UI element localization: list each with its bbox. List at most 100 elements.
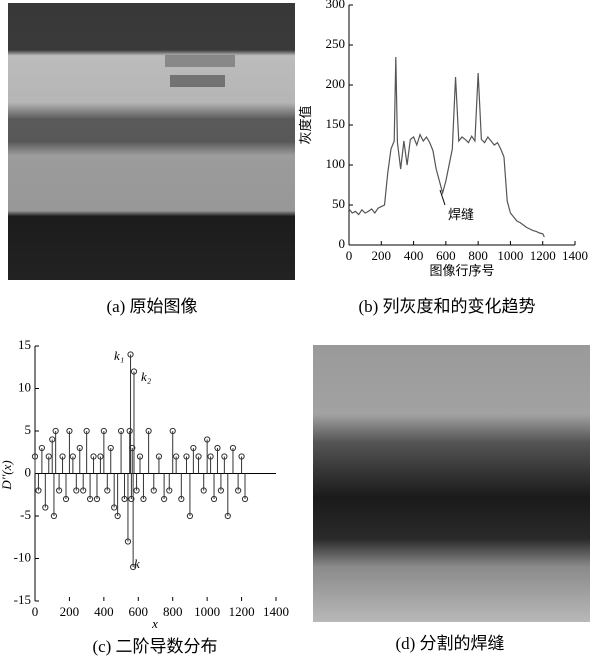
y-tick-label: 250 bbox=[326, 36, 346, 51]
x-tick-label: 400 bbox=[404, 248, 424, 263]
caption: (a) 原始图像 bbox=[106, 297, 197, 316]
stem-marker bbox=[93, 495, 101, 503]
stem-marker bbox=[73, 487, 80, 494]
y-tick-label: 0 bbox=[25, 464, 32, 479]
y-tick-label: 50 bbox=[332, 196, 345, 211]
stem-marker bbox=[145, 427, 152, 435]
stem-marker bbox=[69, 453, 76, 460]
x-tick-label: 200 bbox=[60, 604, 80, 619]
stem-marker bbox=[195, 453, 202, 460]
stem-marker bbox=[126, 427, 133, 435]
stem-marker bbox=[214, 444, 221, 452]
y-label: 灰度值 bbox=[298, 105, 313, 144]
stem-marker bbox=[35, 487, 42, 494]
x-tick-label: 1200 bbox=[530, 248, 556, 263]
stem-marker bbox=[90, 453, 97, 460]
stem-marker bbox=[229, 444, 237, 452]
stem-marker bbox=[129, 444, 136, 452]
stem-marker bbox=[97, 453, 104, 460]
caption: (c) 二阶导数分布 bbox=[92, 637, 217, 656]
y-tick-label: -15 bbox=[14, 592, 31, 607]
stem-marker bbox=[38, 444, 45, 452]
x-tick-label: 400 bbox=[94, 604, 114, 619]
stem-marker bbox=[190, 444, 197, 452]
stem-marker bbox=[235, 487, 242, 494]
stem-marker bbox=[107, 444, 114, 452]
x-tick-label: 600 bbox=[436, 248, 456, 263]
stem-marker bbox=[50, 512, 58, 520]
stem-marker bbox=[210, 495, 218, 503]
stem-marker bbox=[166, 487, 173, 494]
caption: (d) 分割的焊缝 bbox=[395, 634, 504, 653]
stem-marker bbox=[133, 487, 140, 494]
y-tick-label: 0 bbox=[339, 236, 346, 251]
stem-marker bbox=[80, 487, 87, 494]
stem-marker bbox=[140, 495, 147, 503]
x-tick-label: 0 bbox=[32, 604, 39, 619]
y-tick-label: -5 bbox=[20, 507, 31, 522]
y-tick-label: 15 bbox=[18, 337, 31, 352]
stem-marker bbox=[76, 444, 83, 452]
stem-marker bbox=[207, 453, 214, 460]
stem-marker bbox=[66, 427, 73, 435]
annotation: k₁ bbox=[114, 348, 124, 363]
y-label: D''(x) bbox=[0, 460, 14, 490]
original-image bbox=[8, 3, 295, 280]
stem-marker bbox=[117, 427, 125, 435]
stem-marker bbox=[56, 487, 63, 494]
annotation: 焊缝 bbox=[448, 207, 474, 222]
y-tick-label: -10 bbox=[14, 549, 31, 564]
annotation: k₂ bbox=[141, 369, 152, 384]
x-tick-label: 1400 bbox=[562, 248, 588, 263]
stem-marker bbox=[224, 512, 231, 520]
stem-marker bbox=[124, 538, 132, 545]
stem-marker bbox=[49, 436, 56, 443]
x-tick-label: 800 bbox=[163, 604, 183, 619]
x-label: x bbox=[151, 616, 158, 631]
stem-marker bbox=[169, 427, 176, 435]
x-tick-label: 1000 bbox=[497, 248, 523, 263]
annotation: k bbox=[134, 556, 140, 571]
y-tick-label: 10 bbox=[18, 379, 31, 394]
x-tick-label: 800 bbox=[468, 248, 488, 263]
stem-marker bbox=[121, 495, 128, 503]
y-tick-label: 300 bbox=[326, 0, 346, 11]
stem-marker bbox=[62, 495, 70, 503]
stem-marker bbox=[31, 453, 39, 460]
x-tick-label: 200 bbox=[372, 248, 392, 263]
x-tick-label: 600 bbox=[129, 604, 149, 619]
caption: (b) 列灰度和的变化趋势 bbox=[358, 297, 535, 316]
stem-marker bbox=[127, 351, 134, 358]
stem-marker bbox=[128, 495, 135, 503]
stem-marker bbox=[100, 427, 107, 435]
y-tick-label: 150 bbox=[326, 116, 346, 131]
stem-marker bbox=[241, 495, 249, 503]
stem-marker bbox=[42, 504, 49, 511]
x-tick-label: 0 bbox=[346, 248, 353, 263]
stem-marker bbox=[204, 436, 211, 443]
stem-marker bbox=[173, 453, 180, 460]
stem-marker bbox=[114, 512, 121, 520]
stem-marker bbox=[130, 563, 137, 571]
stem-marker bbox=[186, 512, 194, 520]
stamp bbox=[170, 75, 225, 87]
stem-marker bbox=[52, 427, 59, 435]
stem-marker bbox=[59, 453, 66, 460]
stem-marker bbox=[217, 487, 225, 494]
y-tick-label: 100 bbox=[326, 156, 346, 171]
y-tick-label: 5 bbox=[25, 422, 32, 437]
stem-marker bbox=[111, 504, 118, 511]
y-tick-label: 200 bbox=[326, 76, 346, 91]
stem-marker bbox=[161, 495, 168, 503]
gray-line bbox=[348, 56, 545, 238]
weld-image bbox=[313, 345, 590, 622]
stem-marker bbox=[130, 368, 138, 375]
stem-marker bbox=[150, 487, 157, 494]
stem-marker bbox=[178, 495, 185, 503]
stem-marker bbox=[45, 453, 52, 460]
stem-marker bbox=[104, 487, 111, 494]
x-tick-label: 1000 bbox=[194, 604, 220, 619]
x-tick-label: 1400 bbox=[263, 604, 289, 619]
stem-marker bbox=[221, 453, 228, 460]
